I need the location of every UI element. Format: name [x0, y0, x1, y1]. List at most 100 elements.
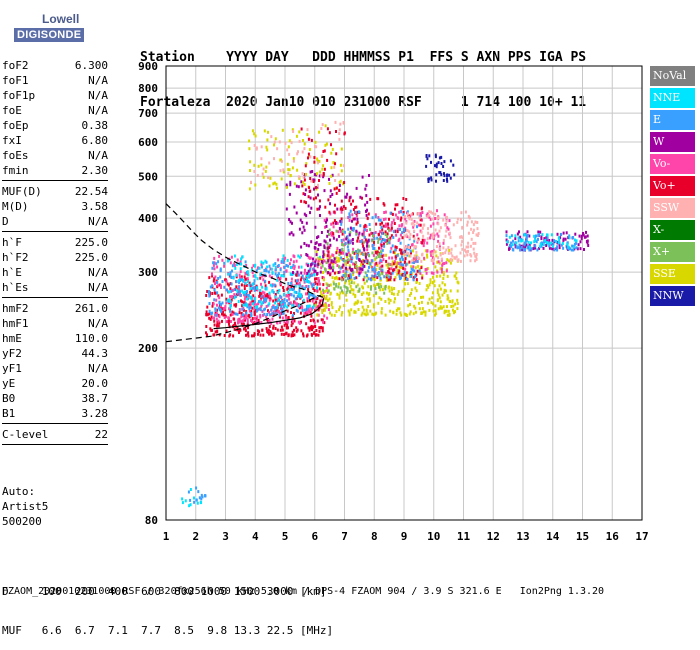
echo-point	[319, 270, 322, 274]
echo-point	[249, 284, 252, 288]
echo-point	[317, 279, 320, 283]
echo-point	[384, 238, 387, 242]
param-value: N/A	[88, 281, 108, 294]
echo-point	[307, 195, 310, 199]
echo-point	[438, 242, 441, 246]
echo-point	[381, 288, 384, 292]
echo-point	[335, 229, 338, 233]
echo-point	[371, 267, 374, 271]
echo-point	[347, 258, 350, 262]
echo-point	[364, 238, 367, 242]
echo-point	[436, 291, 439, 295]
echo-point	[227, 290, 230, 294]
x-tick-label: 1	[163, 530, 170, 543]
echo-point	[289, 272, 292, 276]
echo-point	[401, 206, 404, 210]
echo-point	[438, 261, 441, 265]
echo-point	[268, 291, 271, 295]
echo-point	[245, 303, 248, 307]
echo-point	[208, 312, 211, 316]
echo-point	[409, 232, 412, 236]
echo-point	[408, 245, 411, 249]
echo-point	[534, 238, 537, 242]
echo-point	[413, 246, 416, 250]
echo-point	[331, 173, 334, 177]
echo-point	[274, 307, 277, 311]
echo-point	[303, 183, 306, 186]
x-tick-label: 8	[371, 530, 378, 543]
echo-point	[336, 277, 339, 281]
echo-point	[332, 225, 335, 229]
echo-point	[342, 243, 345, 247]
echo-point	[397, 271, 400, 275]
echo-point	[272, 326, 275, 330]
echo-point	[311, 326, 314, 330]
echo-point	[577, 243, 580, 247]
echo-point	[539, 242, 542, 246]
echo-point	[323, 218, 326, 222]
echo-point	[514, 234, 517, 238]
echo-point	[397, 262, 400, 265]
echo-point	[317, 278, 320, 281]
echo-point	[530, 247, 533, 251]
echo-point	[213, 288, 216, 292]
echo-point	[393, 222, 396, 225]
echo-point	[466, 253, 469, 257]
echo-point	[355, 276, 358, 280]
echo-point	[399, 218, 402, 222]
echo-point	[272, 263, 275, 267]
echo-point	[350, 278, 353, 282]
echo-point	[329, 311, 331, 315]
echo-point	[303, 242, 306, 245]
echo-point	[390, 223, 393, 227]
echo-point	[289, 174, 292, 177]
echo-point	[512, 239, 514, 243]
echo-point	[236, 258, 239, 262]
echo-point	[281, 308, 284, 312]
echo-point	[511, 247, 514, 251]
echo-point	[375, 251, 378, 255]
echo-point	[431, 250, 434, 253]
param-row: foF1p N/A	[2, 88, 108, 103]
echo-point	[268, 325, 271, 328]
echo-point	[387, 278, 390, 282]
param-name: B0	[2, 392, 16, 405]
echo-point	[324, 303, 327, 307]
echo-point	[385, 278, 388, 282]
echo-point	[235, 280, 238, 283]
echo-point	[411, 259, 414, 263]
echo-point	[308, 154, 310, 158]
echo-point	[286, 258, 289, 262]
echo-point	[285, 185, 288, 189]
echo-point	[235, 273, 238, 277]
echo-point	[251, 317, 254, 320]
echo-point	[361, 232, 364, 236]
echo-point	[358, 271, 361, 275]
echo-point	[332, 260, 335, 264]
echo-point	[301, 231, 304, 235]
echo-point	[231, 264, 234, 268]
echo-point	[279, 303, 281, 307]
echo-point	[446, 174, 448, 177]
echo-point	[213, 333, 215, 337]
echo-point	[474, 254, 477, 258]
echo-point	[456, 220, 459, 224]
echo-point	[259, 290, 261, 294]
echo-point	[449, 289, 452, 293]
echo-point	[323, 314, 326, 318]
echo-point	[537, 237, 539, 241]
echo-point	[351, 256, 354, 260]
echo-point	[297, 282, 300, 286]
echo-point	[244, 327, 247, 331]
echo-point	[332, 282, 335, 286]
echo-point	[383, 211, 386, 214]
echo-point	[470, 254, 473, 258]
echo-point	[528, 234, 531, 238]
echo-point	[285, 207, 288, 211]
echo-point	[405, 198, 408, 201]
echo-point	[309, 196, 312, 200]
echo-point	[338, 253, 341, 257]
echo-point	[290, 277, 293, 281]
param-row: hmE 110.0	[2, 331, 108, 346]
echo-point	[318, 303, 321, 307]
